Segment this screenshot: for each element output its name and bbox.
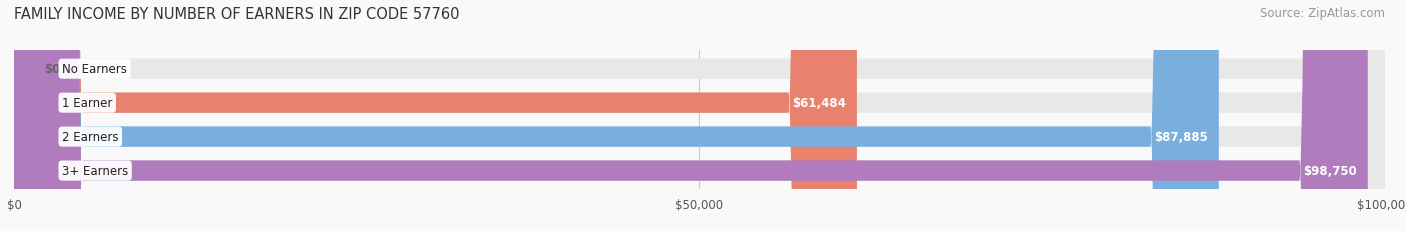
FancyBboxPatch shape <box>14 0 1368 231</box>
Text: $87,885: $87,885 <box>1154 131 1208 143</box>
Text: $0: $0 <box>44 63 60 76</box>
FancyBboxPatch shape <box>14 0 856 231</box>
FancyBboxPatch shape <box>14 0 1385 231</box>
FancyBboxPatch shape <box>14 0 1385 231</box>
Text: No Earners: No Earners <box>62 63 127 76</box>
Text: Source: ZipAtlas.com: Source: ZipAtlas.com <box>1260 7 1385 20</box>
Text: 2 Earners: 2 Earners <box>62 131 118 143</box>
Text: 3+ Earners: 3+ Earners <box>62 164 128 177</box>
FancyBboxPatch shape <box>14 0 1219 231</box>
FancyBboxPatch shape <box>14 0 1385 231</box>
Text: $98,750: $98,750 <box>1303 164 1357 177</box>
Text: 1 Earner: 1 Earner <box>62 97 112 110</box>
FancyBboxPatch shape <box>14 0 1385 231</box>
Text: $61,484: $61,484 <box>792 97 846 110</box>
Text: FAMILY INCOME BY NUMBER OF EARNERS IN ZIP CODE 57760: FAMILY INCOME BY NUMBER OF EARNERS IN ZI… <box>14 7 460 22</box>
